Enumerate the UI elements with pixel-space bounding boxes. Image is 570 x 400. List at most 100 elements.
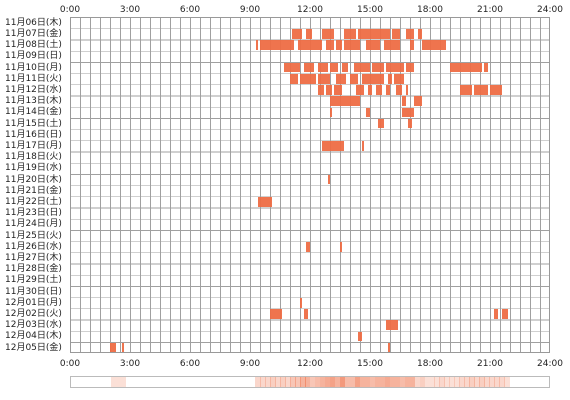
activity-block bbox=[422, 40, 442, 51]
activity-block bbox=[372, 62, 384, 73]
activity-block bbox=[336, 74, 346, 84]
density-segment bbox=[334, 377, 341, 387]
activity-block bbox=[318, 62, 328, 73]
activity-grid bbox=[70, 17, 550, 353]
activity-block bbox=[386, 62, 404, 73]
day-label: 11月14日(金) bbox=[5, 107, 62, 118]
density-segment bbox=[459, 377, 465, 387]
activity-block bbox=[418, 29, 422, 39]
day-label: 11月13日(木) bbox=[5, 96, 62, 107]
density-segment bbox=[260, 377, 266, 387]
activity-block bbox=[494, 309, 498, 319]
activity-block bbox=[336, 40, 342, 51]
density-segment bbox=[434, 377, 440, 387]
activity-block bbox=[256, 40, 258, 51]
bottom-hour-label: 21:00 bbox=[477, 359, 503, 369]
activity-block bbox=[388, 74, 392, 84]
density-segment bbox=[469, 377, 475, 387]
day-label: 11月07日(金) bbox=[5, 29, 62, 39]
top-hour-label: 24:00 bbox=[537, 5, 563, 15]
activity-block bbox=[442, 40, 446, 51]
density-segment bbox=[265, 377, 271, 387]
activity-block bbox=[392, 29, 400, 39]
bottom-hour-label: 24:00 bbox=[537, 359, 563, 369]
density-segment bbox=[399, 377, 406, 387]
density-segment bbox=[374, 377, 381, 387]
density-segment bbox=[270, 377, 276, 387]
density-segment bbox=[290, 377, 296, 387]
activity-block bbox=[260, 40, 294, 51]
density-segment bbox=[255, 377, 261, 387]
density-segment bbox=[305, 377, 311, 387]
activity-block bbox=[318, 74, 330, 84]
day-label: 11月29日(土) bbox=[5, 275, 62, 286]
density-segment bbox=[300, 377, 306, 387]
day-label: 11月10日(月) bbox=[5, 62, 62, 73]
density-segment bbox=[439, 377, 445, 387]
top-hour-label: 21:00 bbox=[477, 5, 503, 15]
day-label: 11月25日(火) bbox=[5, 230, 62, 241]
activity-block bbox=[290, 74, 298, 84]
day-label: 11月21日(金) bbox=[5, 185, 62, 196]
bottom-hour-label: 9:00 bbox=[239, 359, 261, 369]
top-hour-label: 12:00 bbox=[297, 5, 323, 15]
density-segment bbox=[504, 377, 510, 387]
density-segment bbox=[324, 377, 331, 387]
density-segment bbox=[384, 377, 391, 387]
density-segment bbox=[349, 377, 356, 387]
density-segment bbox=[354, 377, 361, 387]
density-segment bbox=[280, 377, 286, 387]
activity-block bbox=[386, 320, 398, 331]
day-label: 11月28日(金) bbox=[5, 264, 62, 275]
activity-block bbox=[304, 309, 308, 319]
activity-block bbox=[326, 40, 334, 51]
activity-block bbox=[502, 309, 508, 319]
activity-block bbox=[362, 141, 364, 151]
activity-block bbox=[340, 242, 342, 252]
activity-block bbox=[122, 342, 124, 353]
day-label: 11月27日(木) bbox=[5, 253, 62, 263]
activity-block bbox=[322, 141, 344, 151]
activity-block bbox=[386, 85, 390, 95]
density-segment bbox=[494, 377, 500, 387]
day-label: 11月19日(水) bbox=[5, 163, 62, 174]
activity-block bbox=[326, 85, 332, 95]
activity-block bbox=[408, 118, 412, 129]
activity-block bbox=[394, 74, 404, 84]
density-segment bbox=[499, 377, 505, 387]
density-segment bbox=[394, 377, 401, 387]
activity-block bbox=[270, 309, 282, 319]
top-hour-label: 3:00 bbox=[119, 5, 141, 15]
day-label: 11月09日(日) bbox=[5, 51, 62, 62]
density-segment bbox=[409, 377, 416, 387]
activity-block bbox=[358, 29, 390, 39]
day-label: 11月24日(月) bbox=[5, 219, 62, 230]
density-segment bbox=[484, 377, 490, 387]
activity-block bbox=[358, 331, 362, 342]
density-segment bbox=[295, 377, 301, 387]
density-segment bbox=[285, 377, 291, 387]
day-label: 12月03日(水) bbox=[5, 320, 62, 331]
activity-block bbox=[410, 40, 414, 51]
density-segment bbox=[489, 377, 495, 387]
bottom-hour-label: 18:00 bbox=[417, 359, 443, 369]
day-label: 11月17日(月) bbox=[5, 141, 62, 151]
day-label: 11月15日(土) bbox=[5, 118, 62, 129]
activity-block bbox=[322, 29, 334, 39]
top-hour-label: 18:00 bbox=[417, 5, 443, 15]
density-segment bbox=[419, 377, 425, 387]
activity-block bbox=[318, 85, 324, 95]
activity-block bbox=[376, 85, 382, 95]
density-segment bbox=[414, 377, 421, 387]
activity-block bbox=[342, 62, 348, 73]
day-label: 11月30日(日) bbox=[5, 286, 62, 297]
day-label: 11月26日(水) bbox=[5, 241, 62, 252]
day-label: 11月12日(水) bbox=[5, 85, 62, 95]
density-segment bbox=[369, 377, 376, 387]
activity-density-strip bbox=[70, 376, 550, 388]
activity-block bbox=[298, 40, 322, 51]
density-segment bbox=[444, 377, 450, 387]
density-segment bbox=[364, 377, 371, 387]
density-segment bbox=[115, 377, 122, 387]
density-segment bbox=[464, 377, 470, 387]
